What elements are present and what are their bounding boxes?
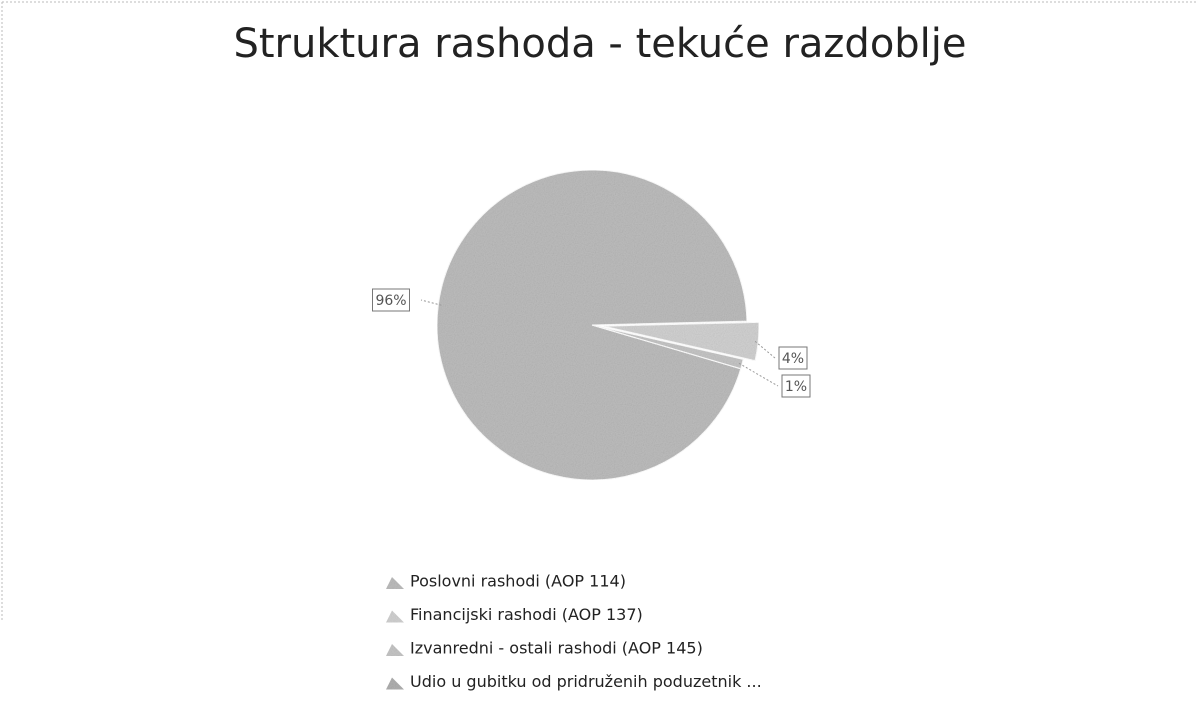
legend-marker — [386, 577, 404, 589]
leader-line — [754, 340, 776, 359]
legend-label: Poslovni rashodi (AOP 114) — [410, 572, 626, 591]
data-label-box — [781, 374, 811, 398]
legend-label: Financijski rashodi (AOP 137) — [410, 605, 643, 624]
legend-marker — [386, 644, 404, 656]
data-label: 1% — [785, 379, 807, 395]
chart-title: Struktura rashoda - tekuće razdoblje — [233, 21, 966, 67]
pie-slice — [603, 321, 760, 362]
legend-marker — [386, 677, 404, 690]
data-label-box — [778, 346, 808, 370]
data-label: 4% — [782, 351, 804, 367]
leader-line — [420, 299, 442, 306]
legend-marker — [386, 610, 404, 623]
data-label: 96% — [375, 293, 406, 309]
pie-slice — [436, 169, 748, 481]
legend-label: Udio u gubitku od pridruženih poduzetnik… — [410, 672, 762, 691]
leader-line — [738, 362, 779, 387]
legend-label: Izvanredni - ostali rashodi (AOP 145) — [410, 639, 703, 658]
data-label-box — [372, 288, 410, 312]
